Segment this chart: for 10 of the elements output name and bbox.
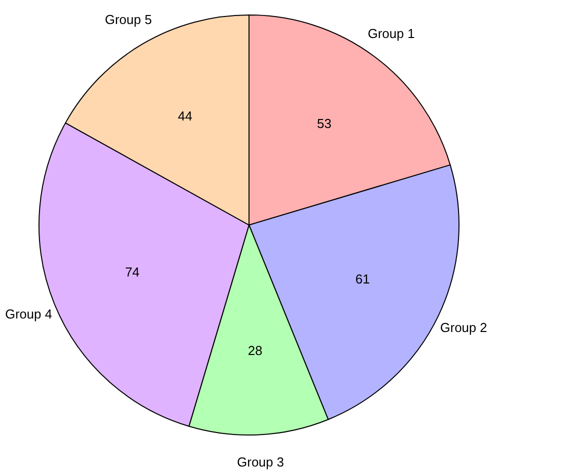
slice-label: Group 4: [5, 306, 52, 322]
slice-label: Group 2: [440, 320, 488, 335]
data-label: 53: [317, 116, 332, 131]
slice-label: Group 5: [104, 12, 152, 27]
data-label: 44: [178, 108, 192, 124]
data-label: 28: [248, 342, 262, 358]
slice-label: Group 3: [237, 454, 284, 470]
data-label: 61: [355, 271, 370, 286]
data-label: 74: [125, 264, 140, 280]
slice-label: Group 1: [368, 26, 415, 42]
